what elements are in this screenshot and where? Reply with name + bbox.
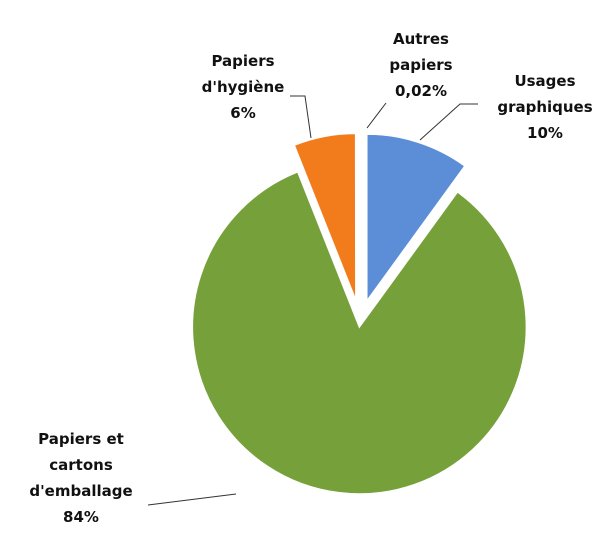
- value-label: 10%: [527, 124, 563, 142]
- leader-line: [147, 493, 237, 506]
- slice-label: Papiers et cartons d'emballage 84%: [25, 426, 137, 530]
- value-label: 0,02%: [394, 82, 448, 100]
- category-label: Usages graphiques: [497, 72, 593, 116]
- pie-slice: [293, 132, 357, 301]
- leader-line: [419, 103, 478, 141]
- category-label: Autres papiers: [389, 30, 453, 74]
- slice-label: Autres papiers 0,02%: [380, 26, 462, 104]
- slice-label: Usages graphiques 10%: [495, 68, 595, 146]
- leader-line: [366, 102, 387, 129]
- slice-label: Papiers d'hygiène 6%: [188, 48, 298, 126]
- value-label: 6%: [230, 104, 256, 122]
- leader-line: [290, 95, 312, 139]
- pie-slice: [366, 133, 466, 304]
- value-label: 84%: [63, 508, 99, 526]
- category-label: Papiers et cartons d'emballage: [29, 430, 133, 500]
- category-label: Papiers d'hygiène: [201, 52, 285, 96]
- pie-slice: [191, 170, 528, 495]
